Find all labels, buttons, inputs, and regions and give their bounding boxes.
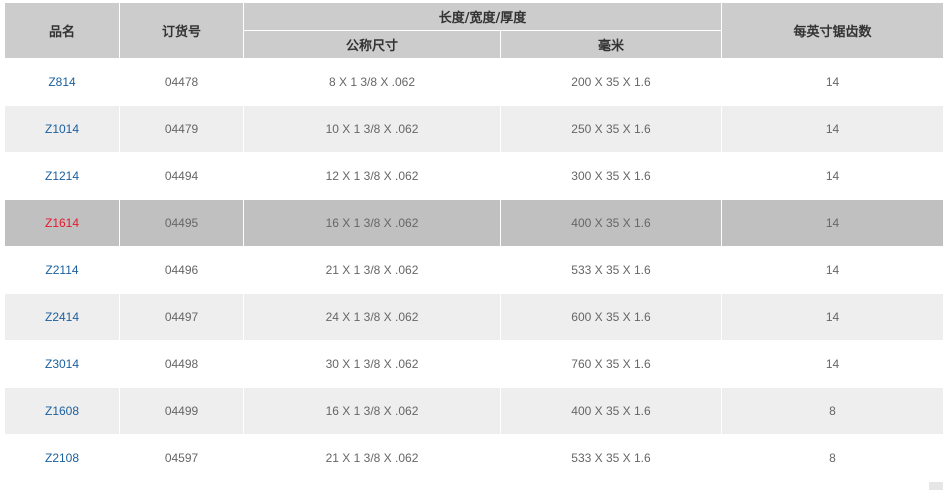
header-order-no: 订货号 [119,2,244,59]
cell-name: Z814 [4,58,120,106]
product-link[interactable]: Z2114 [45,263,79,277]
cell-nominal: 24 X 1 3/8 X .062 [243,293,501,341]
cell-name: Z2114 [4,246,120,294]
header-dimensions: 长度/宽度/厚度 [243,2,722,31]
cell-tpi: 8 [721,387,943,435]
cell-mm: 400 X 35 X 1.6 [500,387,722,435]
cell-name: Z1014 [4,105,120,153]
cell-order-no: 04495 [119,199,244,247]
cell-order-no: 04499 [119,387,244,435]
cell-nominal: 21 X 1 3/8 X .062 [243,434,501,482]
cell-nominal: 30 X 1 3/8 X .062 [243,340,501,388]
table-row: Z1608 04499 16 X 1 3/8 X .062 400 X 35 X… [4,387,943,435]
cell-mm: 200 X 35 X 1.6 [500,58,722,106]
cell-name: Z2414 [4,293,120,341]
header-name: 品名 [4,2,120,59]
table-row: Z814 04478 8 X 1 3/8 X .062 200 X 35 X 1… [4,58,943,106]
product-link[interactable]: Z1014 [44,122,80,136]
product-link[interactable]: Z2414 [44,310,80,324]
cell-mm: 600 X 35 X 1.6 [500,293,722,341]
scrollbar-corner[interactable] [929,482,943,490]
cell-mm: 533 X 35 X 1.6 [500,434,722,482]
product-link[interactable]: Z2108 [44,451,80,465]
cell-nominal: 8 X 1 3/8 X .062 [243,58,501,106]
product-link[interactable]: Z1614 [44,216,80,230]
cell-name: Z1614 [4,199,120,247]
cell-tpi: 14 [721,293,943,341]
product-link[interactable]: Z1214 [44,169,80,183]
table-row: Z2114 04496 21 X 1 3/8 X .062 533 X 35 X… [4,246,943,294]
cell-mm: 400 X 35 X 1.6 [500,199,722,247]
header-mm: 毫米 [500,30,722,59]
cell-order-no: 04479 [119,105,244,153]
cell-nominal: 10 X 1 3/8 X .062 [243,105,501,153]
product-link[interactable]: Z814 [48,75,76,89]
table-row: Z2414 04497 24 X 1 3/8 X .062 600 X 35 X… [4,293,943,341]
cell-name: Z1214 [4,152,120,200]
table-row: Z2108 04597 21 X 1 3/8 X .062 533 X 35 X… [4,434,943,482]
table-row: Z1214 04494 12 X 1 3/8 X .062 300 X 35 X… [4,152,943,200]
table-row: Z3014 04498 30 X 1 3/8 X .062 760 X 35 X… [4,340,943,388]
cell-order-no: 04496 [119,246,244,294]
cell-tpi: 14 [721,340,943,388]
cell-order-no: 04478 [119,58,244,106]
cell-mm: 533 X 35 X 1.6 [500,246,722,294]
cell-mm: 300 X 35 X 1.6 [500,152,722,200]
cell-tpi: 14 [721,105,943,153]
cell-tpi: 8 [721,434,943,482]
table-row: Z1614 04495 16 X 1 3/8 X .062 400 X 35 X… [4,199,943,247]
cell-name: Z1608 [4,387,120,435]
product-table: 品名 订货号 长度/宽度/厚度 每英寸锯齿数 公称尺寸 毫米 Z814 0447… [4,2,943,482]
cell-order-no: 04498 [119,340,244,388]
cell-order-no: 04497 [119,293,244,341]
cell-name: Z3014 [4,340,120,388]
header-tpi: 每英寸锯齿数 [721,2,943,59]
cell-tpi: 14 [721,199,943,247]
product-link[interactable]: Z1608 [44,404,80,418]
cell-mm: 760 X 35 X 1.6 [500,340,722,388]
cell-tpi: 14 [721,58,943,106]
product-link[interactable]: Z3014 [44,357,80,371]
header-nominal: 公称尺寸 [243,30,501,59]
cell-tpi: 14 [721,152,943,200]
cell-nominal: 16 X 1 3/8 X .062 [243,199,501,247]
cell-nominal: 16 X 1 3/8 X .062 [243,387,501,435]
cell-order-no: 04494 [119,152,244,200]
cell-mm: 250 X 35 X 1.6 [500,105,722,153]
cell-nominal: 12 X 1 3/8 X .062 [243,152,501,200]
cell-nominal: 21 X 1 3/8 X .062 [243,246,501,294]
cell-order-no: 04597 [119,434,244,482]
cell-name: Z2108 [4,434,120,482]
cell-tpi: 14 [721,246,943,294]
table-row: Z1014 04479 10 X 1 3/8 X .062 250 X 35 X… [4,105,943,153]
